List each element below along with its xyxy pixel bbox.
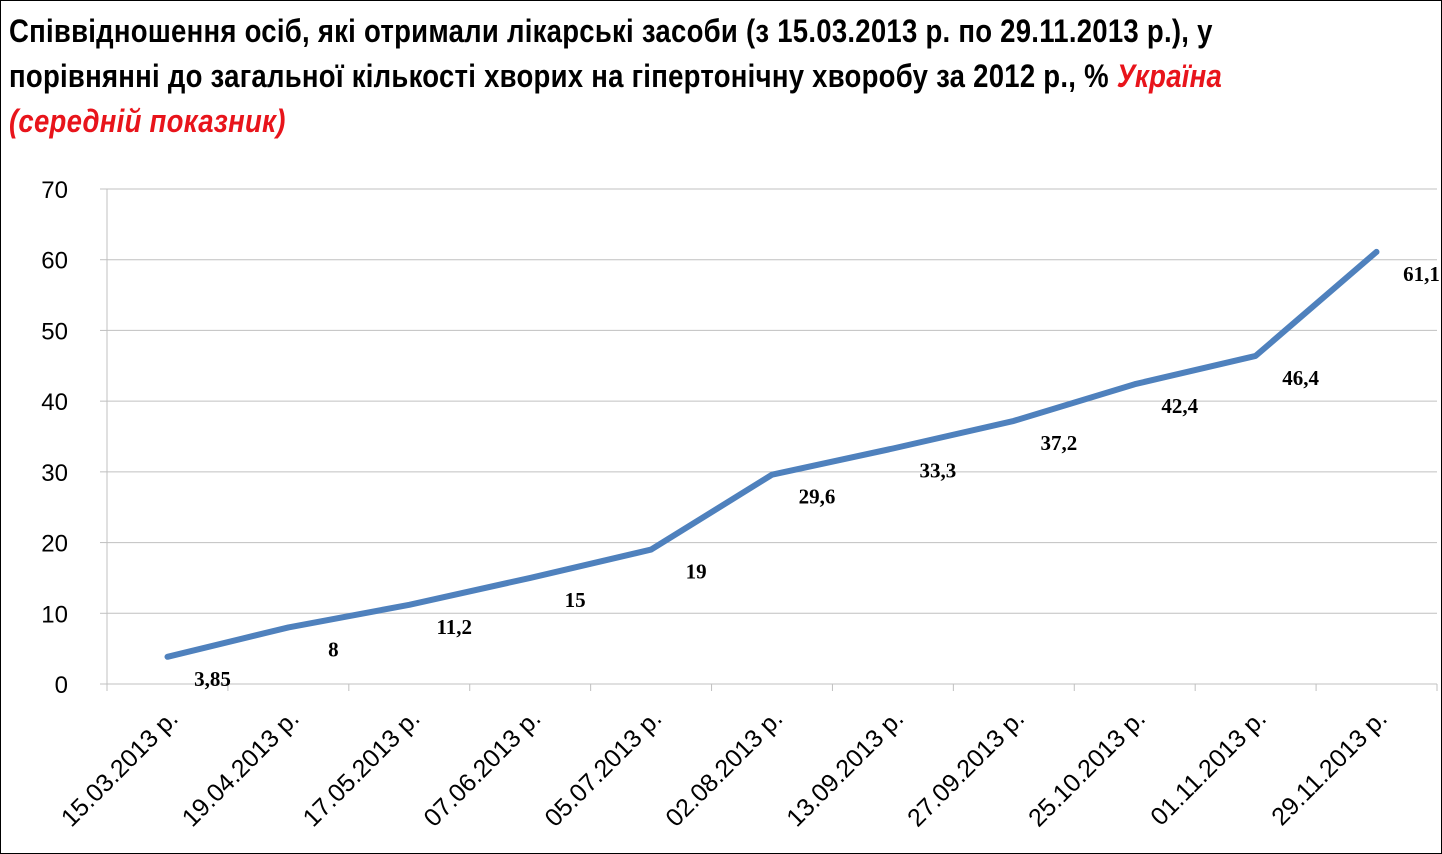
x-tick-label: 01.11.2013 р. [1145, 704, 1272, 831]
data-labels: 3,85 8 11,2 15 19 29,6 33,3 37,2 42,4 46,4 61,1 [194, 262, 1440, 691]
data-label: 11,2 [436, 615, 472, 639]
y-tick-label: 20 [41, 531, 68, 558]
chart-title-highlight: Україна (середній показник) [9, 58, 1223, 139]
gridlines [107, 188, 1437, 614]
y-tick-label: 0 [55, 672, 68, 699]
series-line [164, 248, 1380, 660]
x-tick-label: 15.03.2013 р. [56, 704, 184, 832]
y-tick-label: 30 [41, 460, 68, 487]
data-label: 15 [565, 588, 586, 612]
x-tick-label: 25.10.2013 р. [1023, 704, 1151, 832]
x-tick-label: 27.09.2013 р. [902, 704, 1030, 832]
data-label: 33,3 [920, 459, 957, 483]
data-label: 3,85 [194, 667, 231, 691]
data-label: 8 [328, 637, 339, 661]
x-tick-label: 02.08.2013 р. [660, 704, 788, 832]
axes [106, 189, 1437, 685]
series-line-group [164, 248, 1380, 660]
data-label: 61,1 [1403, 262, 1440, 286]
chart-title-main: Співвідношення осіб, які отримали лікарс… [9, 13, 1213, 94]
y-tick-label: 60 [41, 248, 68, 275]
y-tick-label: 50 [41, 318, 68, 345]
x-tick-label: 07.06.2013 р. [418, 704, 546, 832]
y-axis-ticks: 0 10 20 30 40 50 60 70 [41, 177, 107, 699]
data-label: 42,4 [1161, 394, 1198, 418]
data-label: 46,4 [1282, 366, 1319, 390]
data-label: 37,2 [1040, 431, 1077, 455]
data-label: 29,6 [799, 485, 836, 509]
chart-title: Співвідношення осіб, які отримали лікарс… [9, 9, 1230, 144]
y-tick-label: 70 [41, 177, 68, 204]
x-axis-ticks: 15.03.2013 р.19.04.2013 р.17.05.2013 р.0… [56, 684, 1438, 832]
x-tick-label: 19.04.2013 р. [177, 704, 305, 832]
x-tick-label: 29.11.2013 р. [1266, 704, 1393, 831]
y-tick-label: 40 [41, 389, 68, 416]
x-tick-label: 05.07.2013 р. [539, 704, 667, 832]
x-tick-label: 13.09.2013 р. [781, 704, 909, 832]
data-label: 19 [686, 560, 707, 584]
y-tick-label: 10 [41, 601, 68, 628]
x-tick-label: 17.05.2013 р. [298, 704, 426, 832]
